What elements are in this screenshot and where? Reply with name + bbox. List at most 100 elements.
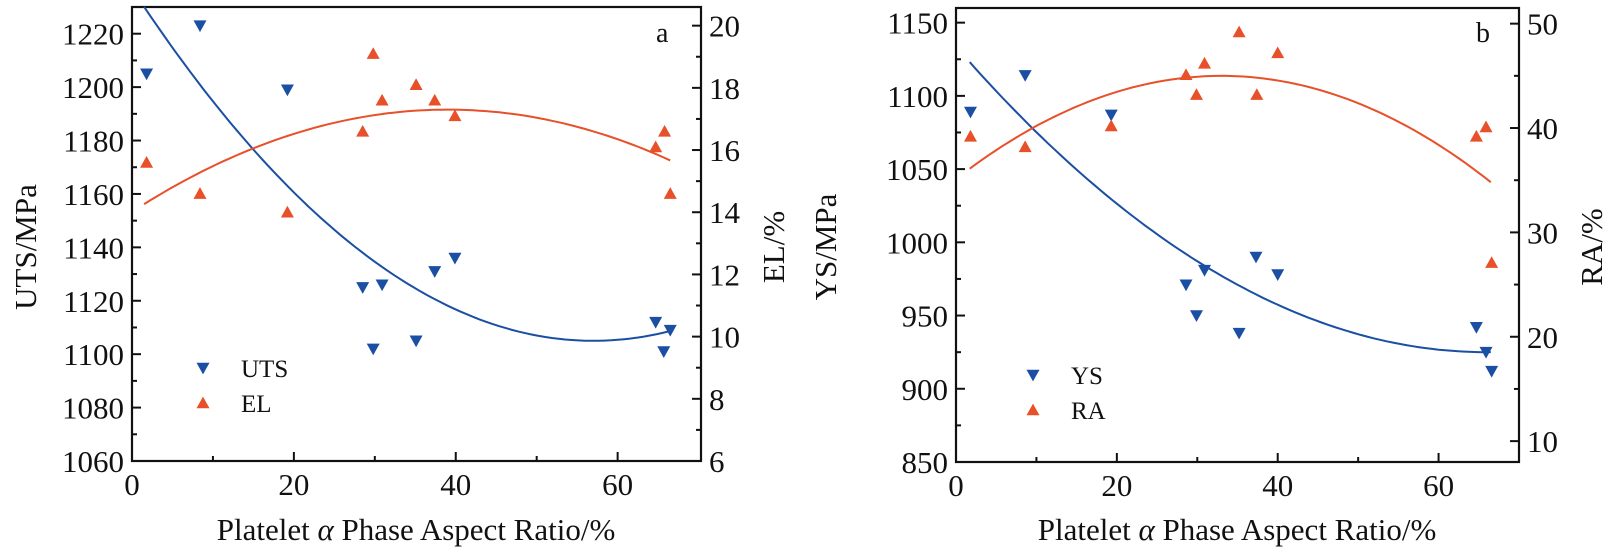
plot-frame: [130, 5, 703, 463]
x-axis-title-suffix: Phase Aspect Ratio/%: [1155, 512, 1437, 547]
data-point-uts: [356, 282, 370, 294]
data-point-ys: [963, 106, 977, 119]
y-tick-label: 1000: [886, 225, 948, 260]
x-tick-label: 40: [440, 467, 471, 502]
data-point-el: [448, 109, 462, 122]
y2-tick-label: 20: [1527, 320, 1558, 355]
data-point-ys: [1198, 264, 1212, 277]
legend-marker-ra: [1026, 403, 1040, 416]
y-tick-label: 850: [902, 445, 949, 480]
y-tick-label: 1100: [887, 79, 948, 114]
y2-tick-label: 10: [709, 320, 740, 355]
y-tick-label: 1100: [63, 337, 124, 372]
y-axis-title-right: RA/%: [1574, 208, 1609, 286]
y-axis-title-right: EL/%: [756, 211, 791, 283]
x-axis-title: Platelet α Phase Aspect Ratio/%: [217, 512, 616, 547]
data-point-uts: [663, 324, 677, 337]
y-axis-title-left: YS/MPa: [808, 193, 843, 300]
y2-tick-label: 18: [709, 71, 740, 106]
y2-tick-label: 8: [709, 382, 725, 417]
x-tick-label: 0: [948, 468, 964, 503]
data-point-ra: [1018, 140, 1032, 153]
y-tick-label: 1150: [887, 6, 948, 41]
data-point-uts: [280, 84, 294, 97]
data-point-ra: [1479, 120, 1493, 133]
legend: UTS EL: [196, 356, 288, 418]
x-tick-label: 60: [1423, 468, 1454, 503]
chart-panel-b: YS/MPa RA/% Platelet α Phase Aspect Rati…: [808, 6, 1609, 547]
data-point-el: [375, 93, 389, 106]
chart-panel-a: UTS/MPa EL/% Platelet α Phase Aspect Rat…: [8, 5, 791, 547]
data-point-ra: [1271, 46, 1285, 59]
data-point-ys: [1104, 109, 1118, 122]
y-tick-label: 1220: [62, 17, 124, 52]
y-axis-title-left: UTS/MPa: [8, 184, 43, 310]
x-tick-label: 20: [1101, 468, 1132, 503]
data-point-ra: [963, 129, 977, 142]
data-point-ys: [1469, 321, 1483, 334]
panel-label: b: [1476, 18, 1490, 49]
fit-curve-uts: [143, 6, 671, 342]
data-point-ra: [1232, 25, 1246, 38]
data-point-ra: [1179, 68, 1193, 81]
panel-label: a: [656, 18, 669, 49]
data-point-el: [658, 124, 672, 137]
series-uts: [140, 6, 677, 358]
data-point-el: [280, 205, 294, 218]
data-point-el: [366, 47, 380, 59]
data-point-uts: [140, 68, 154, 81]
y2-tick-label: 12: [709, 257, 740, 292]
x-axis-title: Platelet α Phase Aspect Ratio/%: [1038, 512, 1437, 547]
data-point-ys: [1018, 70, 1032, 82]
y-tick-label: 1080: [62, 391, 124, 426]
y-tick-label: 900: [902, 372, 949, 407]
data-point-ra: [1104, 119, 1118, 132]
y-tick-label: 950: [902, 299, 949, 334]
fit-curve-ys: [968, 61, 1491, 354]
data-point-el: [356, 124, 370, 137]
data-point-ys: [1271, 269, 1285, 281]
x-tick-label: 40: [1262, 468, 1293, 503]
y2-tick-label: 10: [1527, 424, 1558, 459]
data-point-uts: [649, 316, 663, 329]
y2-tick-label: 30: [1527, 215, 1558, 250]
data-point-ra: [1198, 56, 1212, 69]
legend-label-ys: YS: [1071, 363, 1103, 390]
y-tick-label: 1200: [62, 70, 124, 105]
fit-curve-ra: [969, 74, 1492, 183]
series-ra: [963, 25, 1499, 268]
legend-label-ra: RA: [1071, 398, 1106, 425]
data-point-ys: [1249, 251, 1263, 264]
alpha-symbol: α: [1138, 512, 1155, 547]
data-point-ys: [1189, 310, 1203, 322]
x-tick-label: 60: [602, 467, 633, 502]
y2-tick-label: 40: [1527, 111, 1558, 146]
data-point-ys: [1179, 279, 1193, 292]
legend-marker-ys: [1026, 369, 1040, 382]
data-point-el: [428, 93, 442, 106]
alpha-symbol: α: [317, 512, 334, 547]
series-el: [140, 47, 677, 218]
data-point-el: [409, 78, 423, 91]
y2-tick-label: 6: [709, 444, 725, 479]
y-tick-label: 1050: [886, 152, 948, 187]
y2-tick-label: 50: [1527, 7, 1558, 42]
data-point-uts: [366, 343, 380, 356]
y2-tick-label: 16: [709, 133, 740, 168]
series-ys: [963, 61, 1499, 378]
y2-tick-label: 20: [709, 9, 740, 44]
y-tick-label: 1180: [63, 124, 124, 159]
data-point-ra: [1485, 256, 1499, 268]
legend-marker-uts: [196, 362, 210, 375]
data-point-ys: [1485, 365, 1499, 378]
x-axis-title-prefix: Platelet: [217, 512, 318, 547]
legend: YS RA: [1026, 363, 1106, 425]
data-point-ys: [1232, 327, 1246, 340]
data-point-uts: [409, 335, 423, 348]
y-tick-label: 1160: [63, 177, 124, 212]
data-point-uts: [193, 20, 207, 33]
data-point-el: [140, 156, 154, 168]
y-tick-label: 1140: [63, 230, 124, 265]
y-tick-label: 1120: [63, 284, 124, 319]
